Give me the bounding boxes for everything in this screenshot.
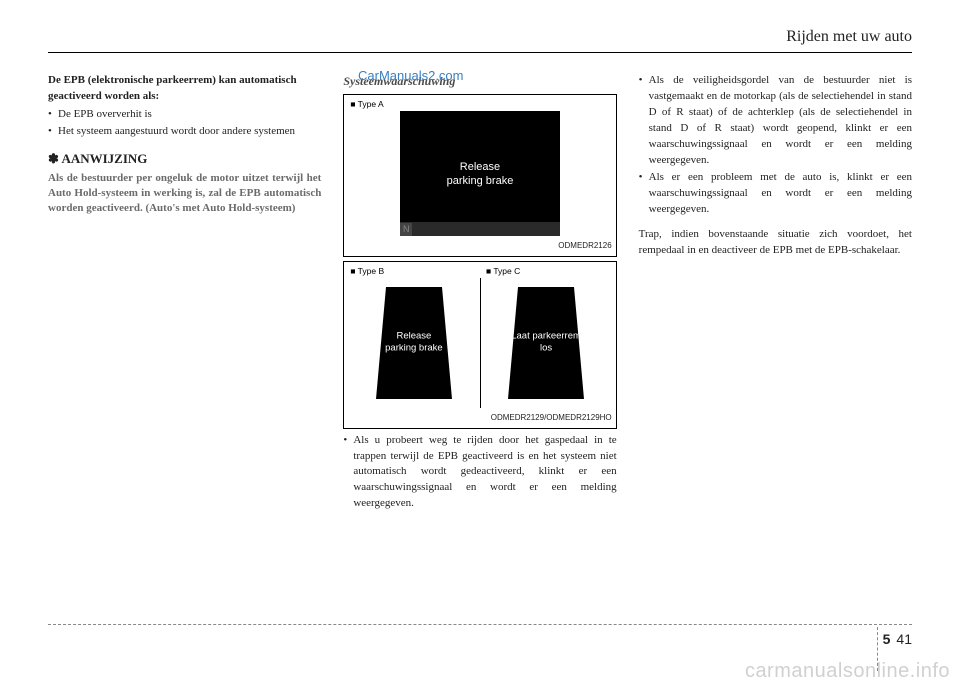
col1-bullet-2: Het systeem aangestuurd wordt door ander… [48, 124, 321, 140]
fig-a-bar-rest [418, 225, 550, 233]
fig-a-bottom-bar: N [400, 222, 560, 236]
note-title-text: AANWIJZING [61, 151, 147, 166]
column-2: Systeemwaarschuwing ■ Type A Release par… [343, 73, 616, 522]
dashed-rule-h [48, 624, 912, 625]
body-columns: De EPB (elektronische parkeerrem) kan au… [48, 73, 912, 522]
page-number-value: 41 [896, 631, 912, 647]
column-3: Als de veiligheidsgordel van de bestuurd… [639, 73, 912, 522]
fig-b-text: Release parking brake [379, 331, 449, 356]
figure-bc-box: ■ Type B ■ Type C Release parking brake [343, 261, 616, 429]
fig-b-line1: Release [396, 331, 431, 342]
fig-c-text: Laat parkeerrem los [511, 331, 581, 356]
note-marker: ✽ [48, 151, 59, 166]
note-title: ✽ AANWIJZING [48, 150, 321, 169]
fig-bc-code: ODMEDR2129/ODMEDR2129HO [348, 410, 611, 424]
fig-b-panel: Release parking brake [348, 278, 480, 408]
note-body: Als de bestuurder per ongeluk de motor u… [48, 171, 321, 217]
col3-list: Als de veiligheidsgordel van de bestuurd… [639, 73, 912, 217]
fig-a-text: Release parking brake [447, 160, 514, 189]
watermark: carmanualsonline.info [745, 660, 950, 683]
col1-list: De EPB oververhit is Het systeem aangest… [48, 107, 321, 140]
col1-bullet-1: De EPB oververhit is [48, 107, 321, 123]
fig-c-line2: los [540, 343, 552, 354]
fig-a-line1: Release [460, 161, 500, 173]
fig-bc-row: Release parking brake Laat parkeerrem [348, 278, 611, 408]
fig-b-shape: Release parking brake [376, 287, 452, 399]
fig-a-line2: parking brake [447, 175, 514, 187]
chapter-number: 5 [883, 631, 891, 647]
fig-c-type-label: ■ Type C [480, 265, 520, 277]
source-url: CarManuals2.com [358, 68, 464, 83]
fig-a-code: ODMEDR2126 [348, 238, 611, 252]
column-1: De EPB (elektronische parkeerrem) kan au… [48, 73, 321, 522]
fig-c-shape: Laat parkeerrem los [508, 287, 584, 399]
col2-list: Als u probeert weg te rijden door het ga… [343, 433, 616, 513]
fig-c-line1: Laat parkeerrem [511, 331, 581, 342]
col2-bullet: Als u probeert weg te rijden door het ga… [343, 433, 616, 513]
fig-a-bar-letter: N [400, 223, 413, 236]
col3-bullet-2: Als er een probleem met de auto is, klin… [639, 170, 912, 218]
header-title: Rijden met uw auto [786, 28, 912, 45]
fig-a-screen: Release parking brake N [400, 111, 560, 236]
col3-tail: Trap, indien bovenstaande situatie zich … [639, 227, 912, 259]
page-header: Rijden met uw auto [48, 28, 912, 53]
col3-bullet-1: Als de veiligheidsgordel van de bestuurd… [639, 73, 912, 169]
fig-c-panel: Laat parkeerrem los [481, 278, 612, 408]
fig-b-type-label: ■ Type B [350, 265, 384, 277]
fig-a-type-label: ■ Type A [350, 98, 383, 110]
figure-a-box: ■ Type A Release parking brake N ODMEDR2… [343, 94, 616, 257]
page-number: 5 41 [883, 631, 912, 647]
fig-b-line2: parking brake [385, 343, 443, 354]
page: Rijden met uw auto CarManuals2.com De EP… [0, 0, 960, 689]
col1-heading: De EPB (elektronische parkeerrem) kan au… [48, 73, 321, 105]
